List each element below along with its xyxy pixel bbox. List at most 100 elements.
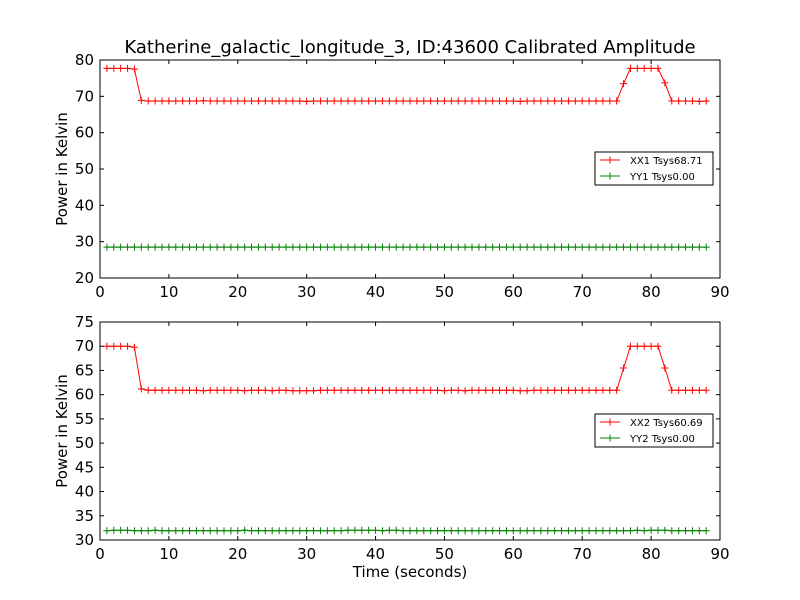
data-point <box>282 243 290 251</box>
x-tick-label: 10 <box>159 545 178 563</box>
data-point <box>668 97 676 105</box>
data-point <box>640 527 648 535</box>
data-point <box>454 243 462 251</box>
data-point <box>137 385 145 393</box>
data-point <box>337 527 345 535</box>
data-point <box>137 527 145 535</box>
data-point <box>468 97 476 105</box>
data-point <box>186 97 194 105</box>
data-point <box>316 386 324 394</box>
data-point <box>654 64 662 72</box>
legend-marker <box>606 418 614 426</box>
data-point <box>110 64 118 72</box>
data-point <box>268 527 276 535</box>
data-point <box>661 526 669 534</box>
data-point <box>427 243 435 251</box>
data-point <box>509 243 517 251</box>
data-point <box>117 243 125 251</box>
data-point <box>695 243 703 251</box>
data-point <box>358 243 366 251</box>
data-point <box>647 526 655 534</box>
data-point <box>675 527 683 535</box>
data-point <box>254 527 262 535</box>
data-point <box>254 243 262 251</box>
data-point <box>103 342 111 350</box>
data-point <box>682 243 690 251</box>
data-point <box>144 97 152 105</box>
data-point <box>599 386 607 394</box>
data-point <box>420 97 428 105</box>
data-point <box>516 527 524 535</box>
data-point <box>523 243 531 251</box>
x-tick-label: 60 <box>504 545 523 563</box>
data-point <box>509 527 517 535</box>
data-point <box>502 243 510 251</box>
data-point <box>117 342 125 350</box>
data-point <box>151 386 159 394</box>
top-panel: 0 10 20 30 40 50 60 70 80 90 20 30 40 50 60 70 80 Power i… <box>53 51 730 301</box>
x-tick-label: 0 <box>95 283 105 301</box>
data-point <box>578 527 586 535</box>
data-point <box>599 243 607 251</box>
data-point <box>199 387 207 395</box>
data-point <box>310 243 318 251</box>
data-point <box>206 97 214 105</box>
data-point <box>496 386 504 394</box>
data-point <box>668 386 676 394</box>
data-point <box>592 97 600 105</box>
data-point <box>227 386 235 394</box>
data-point <box>502 97 510 105</box>
data-point <box>454 97 462 105</box>
data-point <box>537 243 545 251</box>
data-point <box>378 243 386 251</box>
data-point <box>103 243 111 251</box>
data-point <box>220 243 228 251</box>
data-point <box>578 97 586 105</box>
data-point <box>372 243 380 251</box>
data-point <box>558 243 566 251</box>
x-tick-label: 0 <box>95 545 105 563</box>
data-point <box>564 386 572 394</box>
data-point <box>578 243 586 251</box>
data-point <box>296 97 304 105</box>
data-point <box>385 243 393 251</box>
data-point <box>268 97 276 105</box>
data-point <box>558 97 566 105</box>
data-point <box>365 243 373 251</box>
data-point <box>688 97 696 105</box>
data-point <box>151 526 159 534</box>
data-point <box>675 97 683 105</box>
data-point <box>268 387 276 395</box>
data-point <box>592 386 600 394</box>
data-point <box>289 243 297 251</box>
data-point <box>199 243 207 251</box>
data-point <box>688 386 696 394</box>
data-point <box>296 243 304 251</box>
data-point <box>199 527 207 535</box>
data-point <box>165 243 173 251</box>
data-point <box>558 386 566 394</box>
data-point <box>158 243 166 251</box>
data-point <box>316 97 324 105</box>
data-point <box>702 243 710 251</box>
data-point <box>606 527 614 535</box>
data-point <box>186 527 194 535</box>
data-point <box>144 527 152 535</box>
data-point <box>640 342 648 350</box>
data-point <box>110 526 118 534</box>
data-point <box>695 386 703 394</box>
data-point <box>213 243 221 251</box>
data-point <box>406 527 414 535</box>
data-point <box>344 386 352 394</box>
chart-title: Katherine_galactic_longitude_3, ID:43600… <box>124 37 695 58</box>
data-point <box>523 387 531 395</box>
data-point <box>489 97 497 105</box>
data-point <box>413 386 421 394</box>
data-point <box>103 527 111 535</box>
data-point <box>406 243 414 251</box>
data-point <box>682 386 690 394</box>
data-point <box>248 97 256 105</box>
data-point <box>475 527 483 535</box>
data-point <box>654 243 662 251</box>
